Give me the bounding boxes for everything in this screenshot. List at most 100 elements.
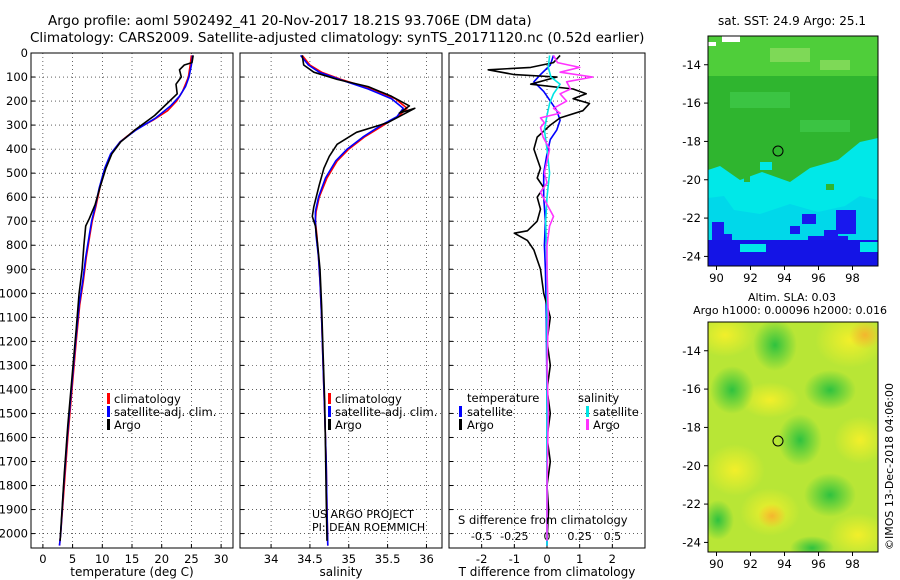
x-tick-label: 0 [39, 552, 46, 566]
y-tick-label: 900 [6, 262, 28, 276]
x-tick-label: 15 [125, 552, 140, 566]
series-line [59, 55, 194, 541]
y-tick-label: 800 [6, 238, 28, 252]
legend-label: satellite [593, 405, 639, 419]
legend-swatch-t-satellite [459, 406, 462, 417]
map-y-tick-label: -24 [682, 535, 701, 549]
y-tick-label: 1600 [0, 430, 28, 444]
y-tick-label: 400 [6, 142, 28, 156]
y-tick-label: 100 [6, 70, 28, 84]
salinity-legend: climatology satellite-adj. clim. Argo [328, 392, 437, 432]
y-tick-label: 0 [21, 46, 28, 60]
map-x-tick-label: 98 [845, 557, 860, 571]
x-tick-label: 25 [184, 552, 199, 566]
sla-map-axes: 90 92 94 96 98 -14 -16 -18 -20 -22 -24 [682, 321, 879, 571]
imos-stamp: ©IMOS 13-Dec-2018 04:06:00 [883, 383, 896, 550]
legend-label: Argo [114, 418, 141, 432]
y-tick-label: 1900 [0, 503, 28, 517]
map-x-tick-label: 98 [845, 271, 860, 285]
sst-map-title: sat. SST: 24.9 Argo: 25.1 [718, 14, 866, 28]
s-difference-axis-label: S difference from climatology [458, 513, 628, 527]
legend-label: satellite-adj. clim. [114, 405, 216, 419]
x-tick-label: 30 [214, 552, 229, 566]
x-tick-label: 34 [264, 552, 279, 566]
plot-frame [239, 52, 443, 549]
legend-swatch-s-argo [586, 419, 589, 430]
map-y-tick-label: -22 [682, 497, 701, 511]
x-tick-label: 5 [69, 552, 76, 566]
legend-label: satellite-adj. clim. [335, 405, 437, 419]
x-tick-label: 0 [543, 552, 550, 566]
x-tick-label: 2 [609, 552, 616, 566]
map-y-tick-label: -22 [682, 211, 701, 225]
series-line [299, 54, 405, 546]
sla-map-image [708, 322, 878, 552]
s-tick-label: 0.5 [604, 530, 622, 543]
x-tick-label: 10 [95, 552, 110, 566]
map-x-tick-label: 92 [743, 557, 758, 571]
map-y-tick-label: -14 [682, 58, 701, 72]
legend-swatch-t-argo [459, 419, 462, 430]
difference-legend: temperature satellite Argo salinity sate… [459, 391, 639, 432]
x-tick-label: 35 [341, 552, 356, 566]
y-tick-label: 1400 [0, 382, 28, 396]
legend-label: climatology [335, 392, 402, 406]
map-x-tick-label: 92 [743, 271, 758, 285]
legend-swatch-satellite [107, 406, 110, 417]
map-x-tick-label: 90 [709, 271, 724, 285]
series-line [543, 55, 561, 546]
legend-label: satellite [467, 405, 513, 419]
x-tick-label: -2 [476, 552, 487, 566]
x-tick-label: 1 [576, 552, 583, 566]
temperature-panel: 0100200300400500600700800900100011001200… [0, 46, 234, 579]
map-x-tick-label: 90 [709, 557, 724, 571]
sst-profile-location-marker [772, 145, 784, 157]
sst-map-axes: 90 92 94 96 98 -14 -16 -18 -20 -22 -24 [682, 35, 879, 285]
s-tick-label: -0.5 [471, 530, 492, 543]
series-line [539, 55, 594, 541]
map-y-tick-label: -24 [682, 249, 701, 263]
legend-swatch-climatology [328, 393, 331, 404]
salinity-panel: 34 34.5 35 35.5 36 salinity [239, 52, 443, 579]
map-y-tick-label: -14 [682, 344, 701, 358]
legend-label: climatology [114, 392, 181, 406]
y-tick-label: 1700 [0, 454, 28, 468]
project-label: US ARGO PROJECT [312, 508, 414, 521]
map-y-tick-label: -20 [682, 459, 701, 473]
sla-map-title: Altim. SLA: 0.03 [748, 291, 836, 304]
y-tick-label: 1300 [0, 358, 28, 372]
y-tick-label: 1500 [0, 406, 28, 420]
y-tick-label: 600 [6, 190, 28, 204]
legend-title-salinity: salinity [578, 391, 619, 405]
x-tick-label: -1 [509, 552, 520, 566]
map-x-tick-label: 96 [811, 271, 826, 285]
y-tick-label: 1200 [0, 334, 28, 348]
y-tick-label: 1800 [0, 479, 28, 493]
temperature-legend: climatology satellite-adj. clim. Argo [107, 392, 216, 432]
x-tick-label: 20 [154, 552, 169, 566]
series-line [301, 54, 408, 546]
legend-swatch-argo [107, 419, 110, 430]
s-tick-label: 0.25 [567, 530, 592, 543]
map-y-tick-label: -18 [682, 420, 701, 434]
x-tick-label: 34.5 [297, 552, 323, 566]
map-frame [707, 321, 879, 553]
difference-panel: -2 -1 0 1 2T difference from climatology -0.5… [448, 52, 646, 579]
y-tick-label: 500 [6, 166, 28, 180]
legend-label: Argo [593, 418, 620, 432]
map-x-tick-label: 94 [777, 271, 792, 285]
header-line-1: Argo profile: aoml 5902492_41 20-Nov-201… [48, 13, 532, 29]
legend-swatch-argo [328, 419, 331, 430]
map-y-tick-label: -18 [682, 134, 701, 148]
legend-swatch-satellite [328, 406, 331, 417]
legend-swatch-s-satellite [586, 406, 589, 417]
x-tick-label: 36 [419, 552, 434, 566]
series-line [301, 55, 416, 541]
x-tick-label: 35.5 [375, 552, 401, 566]
y-tick-label: 1000 [0, 286, 28, 300]
sla-profile-location-marker [772, 435, 784, 447]
legend-title-temperature: temperature [467, 391, 539, 405]
series-line [487, 54, 591, 541]
map-x-tick-label: 94 [777, 557, 792, 571]
